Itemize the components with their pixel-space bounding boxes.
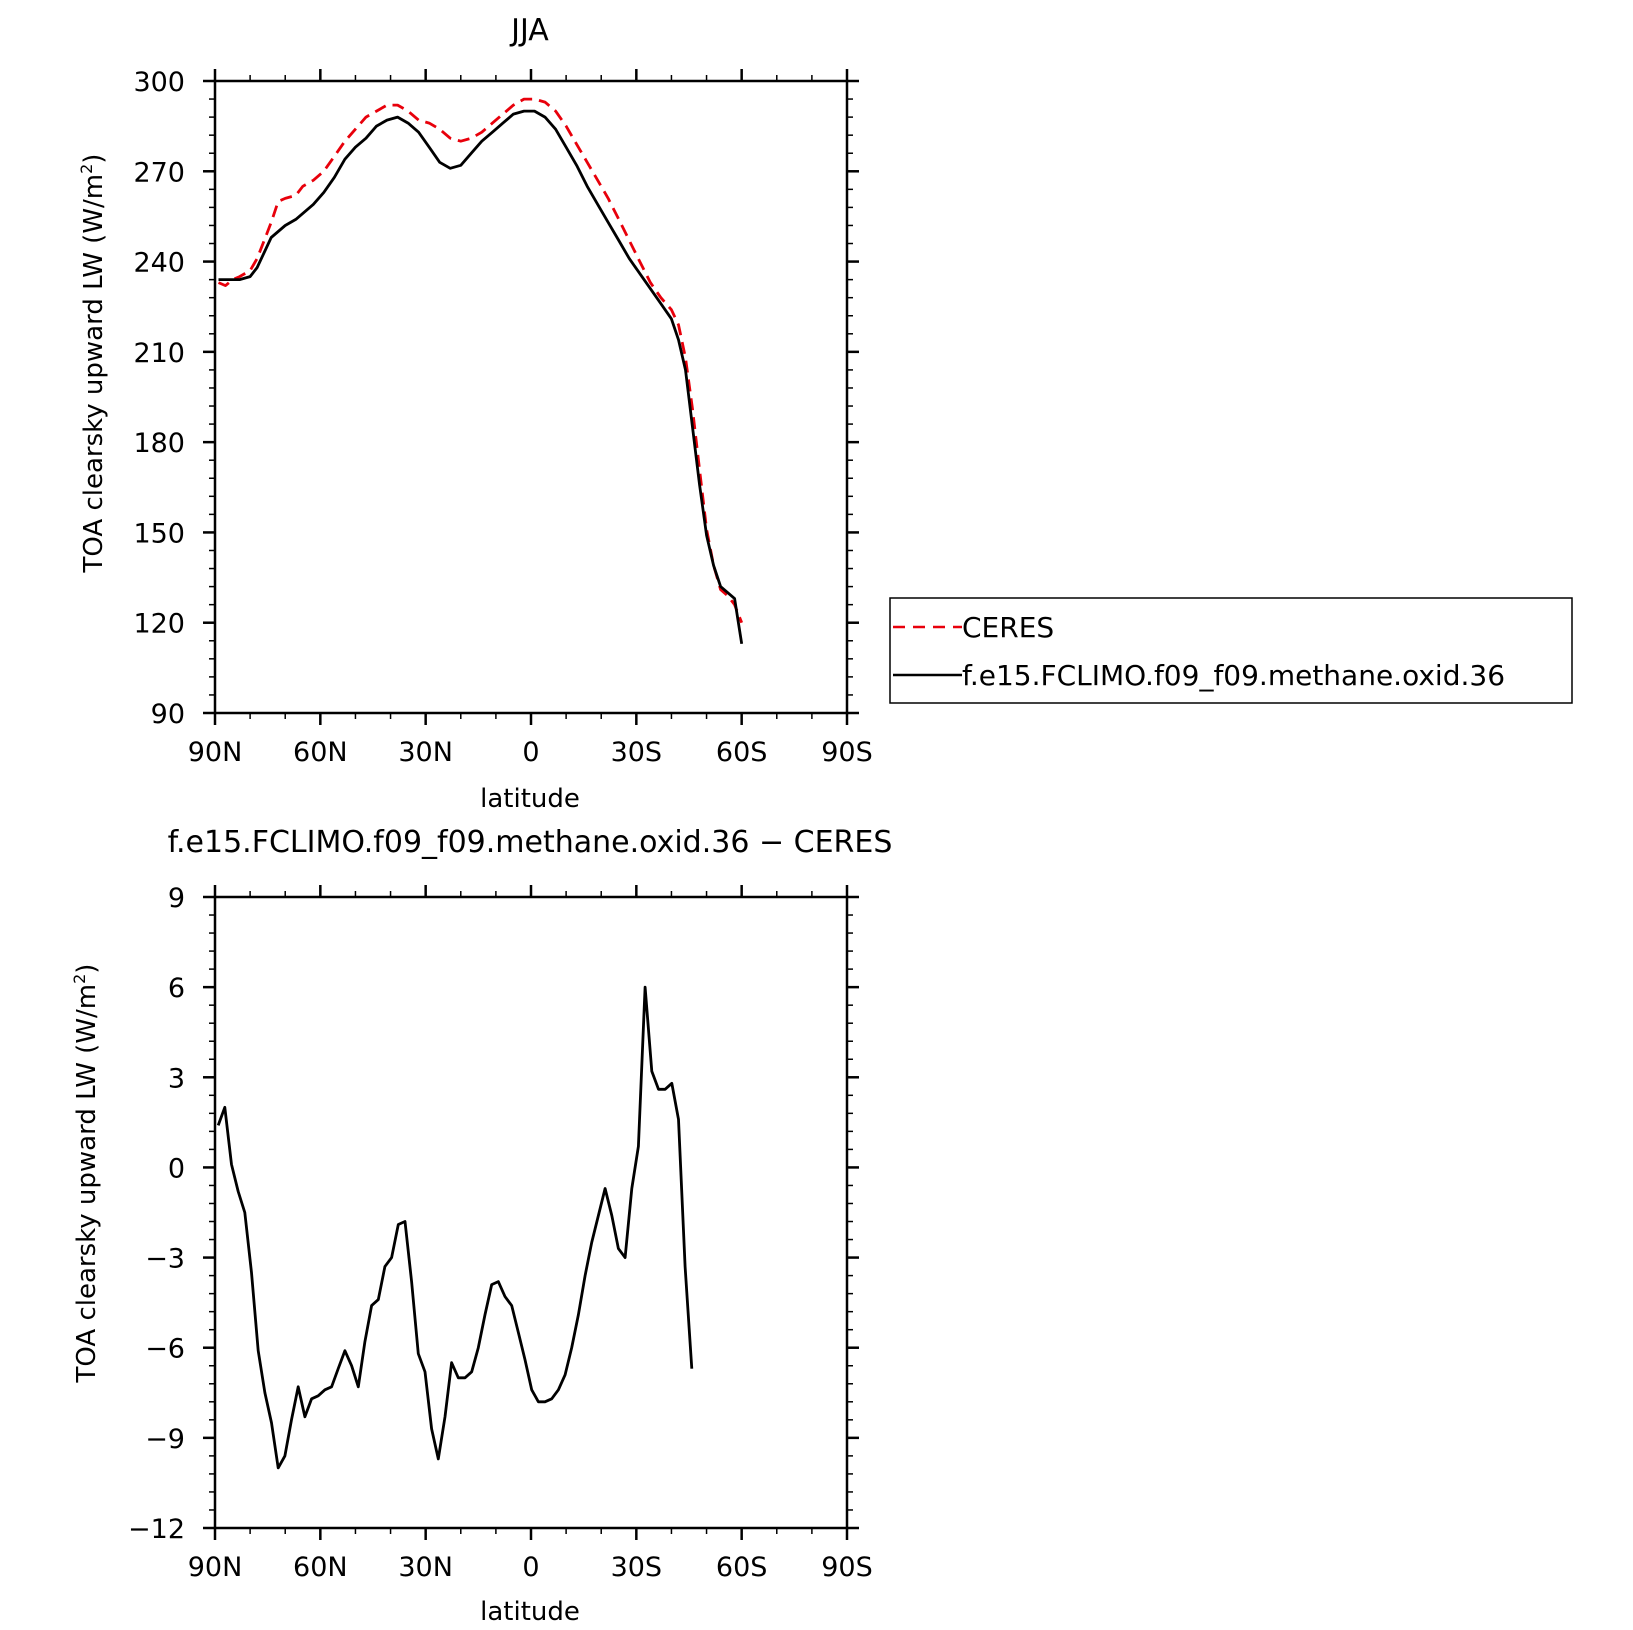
top-panel-ylabel-close: ) bbox=[79, 154, 109, 164]
bottom-y-tick-label: −6 bbox=[145, 1334, 185, 1365]
bottom-x-tick-label: 0 bbox=[522, 1552, 539, 1583]
top-x-tick-label: 30S bbox=[611, 737, 663, 768]
top-x-tick-label: 0 bbox=[522, 737, 539, 768]
bottom-panel-ylabel-main: TOA clearsky upward LW (W/m bbox=[72, 984, 102, 1384]
bottom-y-tick-label: −12 bbox=[128, 1514, 185, 1545]
bottom-y-tick-label: 3 bbox=[168, 1063, 185, 1094]
bottom-panel-ylabel-close: ) bbox=[72, 964, 102, 974]
top-panel-ylabel: TOA clearsky upward LW (W/m2) bbox=[77, 154, 109, 574]
bottom-panel-ylabel-sup: 2 bbox=[70, 974, 89, 984]
bottom-panel-xlabel: latitude bbox=[480, 1597, 580, 1627]
bottom-x-tick-label: 90S bbox=[821, 1552, 873, 1583]
legend-label-model: f.e15.FCLIMO.f09_f09.methane.oxid.36 bbox=[962, 659, 1505, 692]
bottom-y-tick-label: 6 bbox=[168, 973, 185, 1004]
top-y-tick-label: 90 bbox=[151, 699, 185, 730]
bottom-x-tick-label: 90N bbox=[188, 1552, 243, 1583]
top-panel: JJA latitude TOA clearsky upward LW (W/m… bbox=[77, 13, 1573, 814]
bottom-series-line-0 bbox=[216, 985, 694, 1470]
bottom-y-tick-label: 0 bbox=[168, 1153, 185, 1184]
top-x-tick-label: 60S bbox=[716, 737, 768, 768]
bottom-x-tick-label: 30N bbox=[398, 1552, 453, 1583]
bottom-panel-frame bbox=[213, 895, 849, 1530]
top-y-tick-label: 300 bbox=[133, 67, 185, 98]
top-x-tick-label: 30N bbox=[398, 737, 453, 768]
bottom-x-tick-label: 60S bbox=[716, 1552, 768, 1583]
bottom-panel-series bbox=[216, 985, 694, 1470]
bottom-panel: f.e15.FCLIMO.f09_f09.methane.oxid.36 − C… bbox=[70, 825, 892, 1627]
bottom-x-tick-label: 60N bbox=[293, 1552, 348, 1583]
top-x-tick-label: 90N bbox=[188, 737, 243, 768]
top-panel-ylabel-main: TOA clearsky upward LW (W/m bbox=[79, 174, 109, 574]
bottom-panel-title: f.e15.FCLIMO.f09_f09.methane.oxid.36 − C… bbox=[168, 825, 893, 860]
bottom-panel-ticks: 90N 60N 30N 0 30S 60S 90S −12 −9 −6 −3 0 3 6 9 bbox=[128, 883, 873, 1583]
top-panel-series bbox=[217, 97, 744, 645]
bottom-x-tick-label: 30S bbox=[611, 1552, 663, 1583]
legend: CERES f.e15.FCLIMO.f09_f09.methane.oxid.… bbox=[889, 597, 1573, 704]
top-x-tick-label: 60N bbox=[293, 737, 348, 768]
bottom-y-tick-label: 9 bbox=[168, 883, 185, 914]
top-panel-title: JJA bbox=[509, 13, 549, 48]
bottom-panel-ylabel: TOA clearsky upward LW (W/m2) bbox=[70, 964, 102, 1384]
bottom-y-tick-label: −9 bbox=[145, 1424, 185, 1455]
top-panel-ylabel-sup: 2 bbox=[77, 164, 96, 174]
top-x-tick-label: 90S bbox=[821, 737, 873, 768]
top-y-tick-label: 270 bbox=[133, 157, 185, 188]
top-y-tick-label: 150 bbox=[133, 518, 185, 549]
top-series-line-1 bbox=[218, 109, 744, 645]
bottom-y-tick-label: −3 bbox=[145, 1244, 185, 1275]
legend-box bbox=[889, 597, 1573, 704]
legend-label-ceres: CERES bbox=[962, 611, 1054, 644]
top-y-tick-label: 210 bbox=[133, 338, 185, 369]
top-y-tick-label: 240 bbox=[133, 248, 185, 279]
top-panel-ticks: 90N 60N 30N 0 30S 60S 90S 90 120 150 180 210 240 270 3… bbox=[133, 67, 872, 768]
top-panel-frame bbox=[213, 79, 849, 715]
top-panel-xlabel: latitude bbox=[480, 784, 580, 814]
top-series-line-0 bbox=[217, 97, 744, 624]
top-y-tick-label: 180 bbox=[133, 428, 185, 459]
top-y-tick-label: 120 bbox=[133, 609, 185, 640]
